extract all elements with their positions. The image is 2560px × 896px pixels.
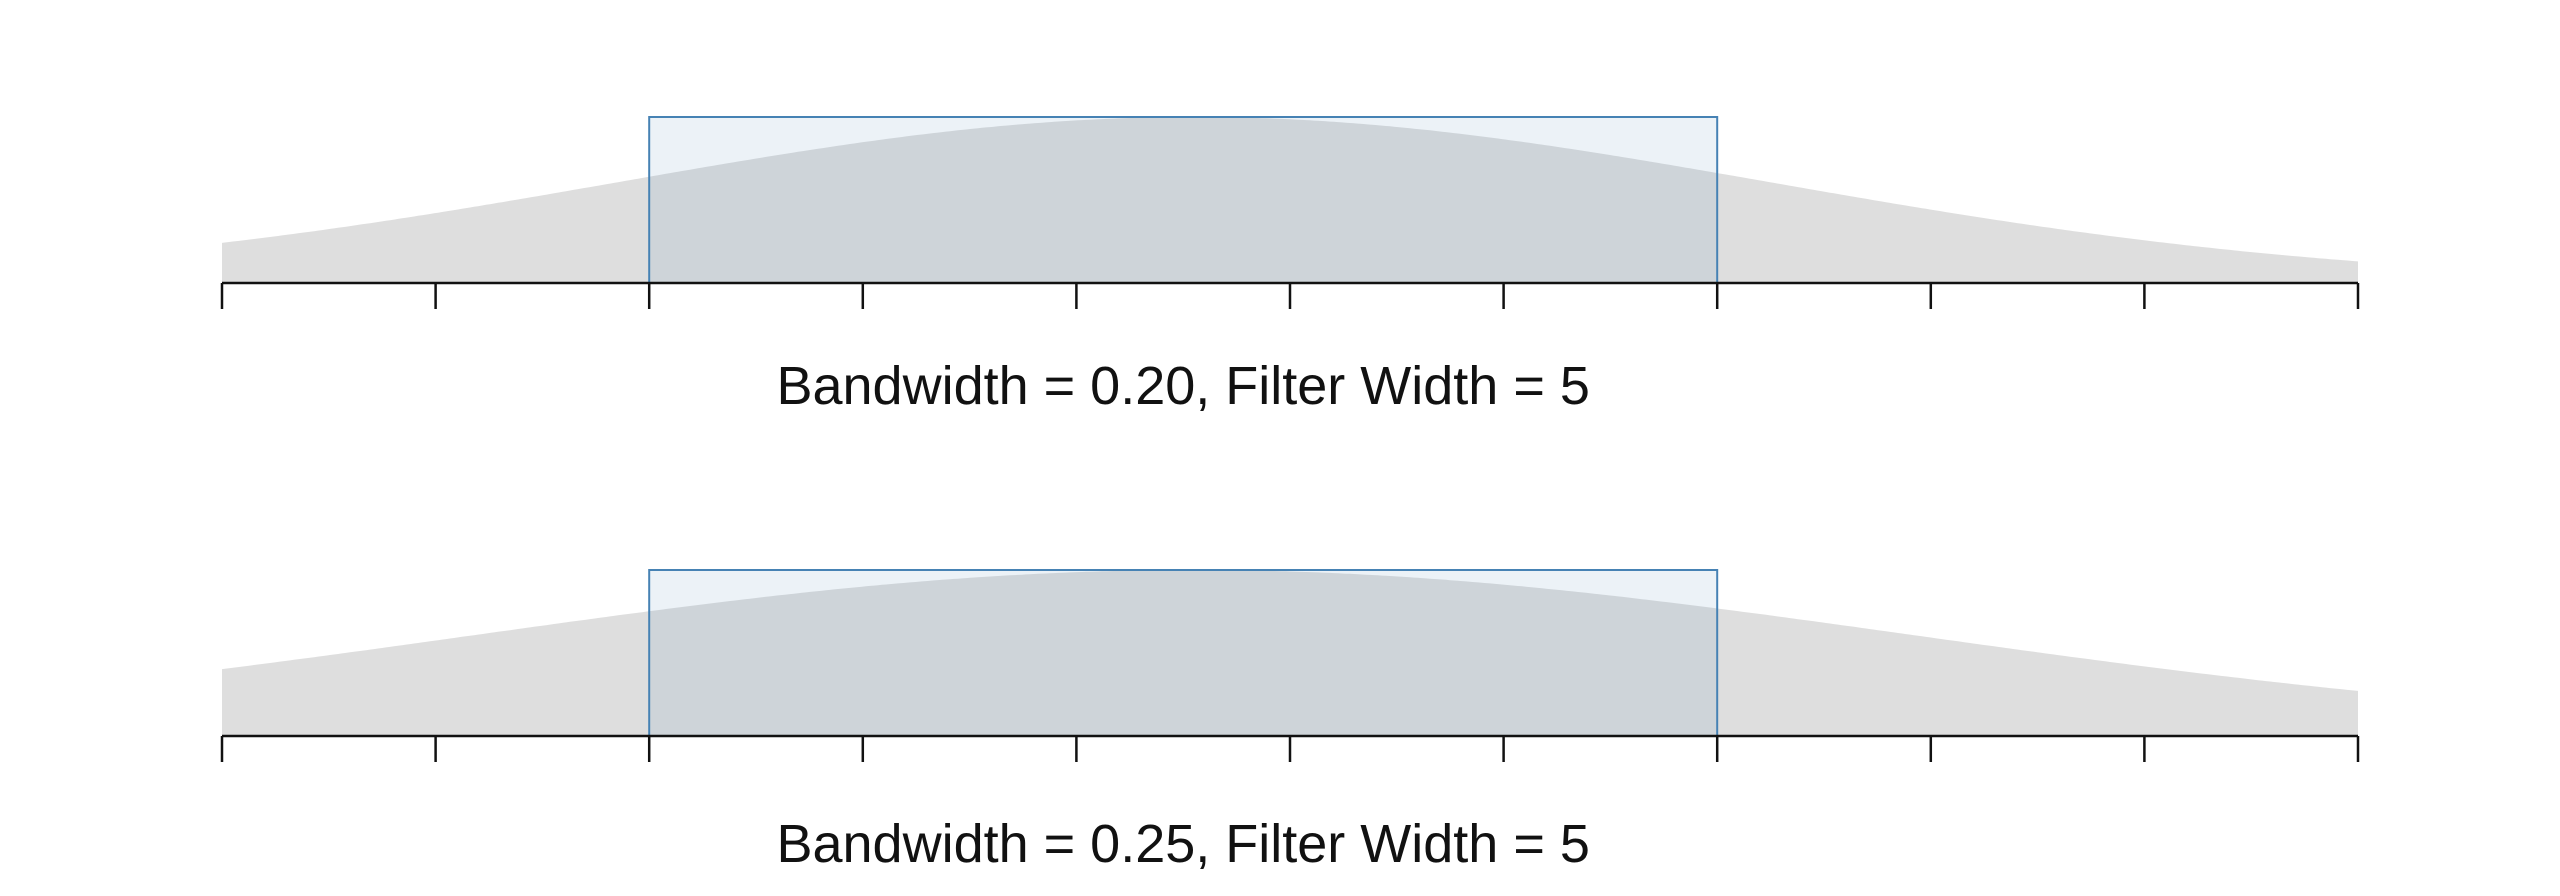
caption-bottom: Bandwidth = 0.25, Filter Width = 5 [776, 814, 1589, 874]
caption-top: Bandwidth = 0.20, Filter Width = 5 [776, 356, 1589, 416]
axis-bottom [220, 734, 2360, 762]
density-curve-bottom [222, 570, 2358, 736]
panel-bottom: Bandwidth = 0.25, Filter Width = 5 [220, 569, 2360, 874]
filter-window-top [648, 116, 1719, 284]
filter-window-bottom [648, 569, 1719, 737]
panel-top: Bandwidth = 0.20, Filter Width = 5 [220, 116, 2360, 416]
density-curve-top [222, 117, 2358, 283]
axis-top [220, 281, 2360, 309]
